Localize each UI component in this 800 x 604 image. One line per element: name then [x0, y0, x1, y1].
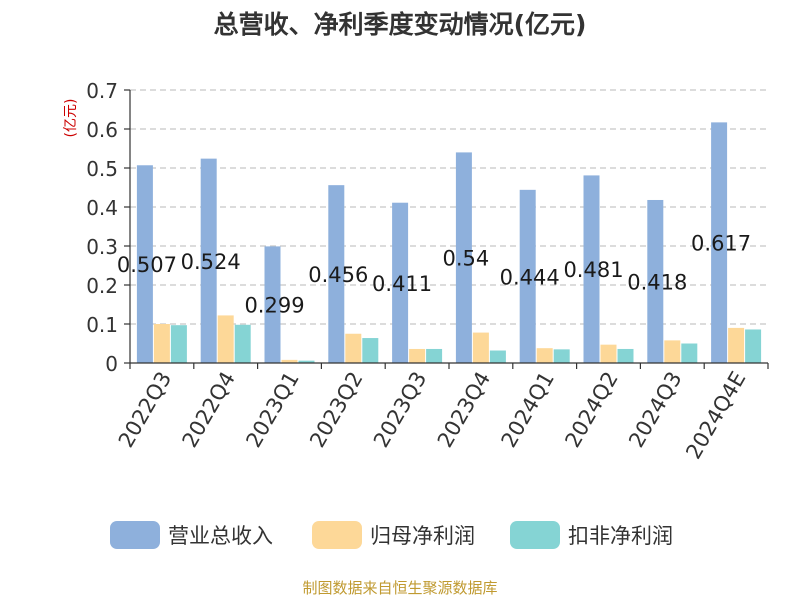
bar-net-profit — [217, 315, 234, 363]
x-tick-label: 2022Q3 — [114, 368, 176, 452]
x-tick-label: 2023Q4 — [433, 368, 495, 452]
bar-deducted-net-profit — [170, 325, 187, 363]
bar-net-profit — [600, 344, 617, 363]
bar-value-label: 0.54 — [443, 247, 490, 271]
bar-revenue — [455, 152, 472, 363]
bar-value-label: 0.507 — [117, 253, 177, 277]
bar-value-label: 0.418 — [627, 270, 687, 294]
bar-revenue — [519, 189, 536, 363]
y-tick-label: 0.2 — [86, 274, 118, 298]
data-source-note: 制图数据来自恒生聚源数据库 — [302, 579, 497, 597]
bar-net-profit — [664, 340, 681, 363]
bar-revenue — [711, 122, 728, 364]
y-tick-label: 0.7 — [86, 79, 118, 103]
y-tick-label: 0.1 — [86, 313, 118, 337]
x-tick-label: 2022Q4 — [178, 368, 240, 452]
x-tick-label: 2024Q4E — [681, 368, 750, 464]
bar-value-label: 0.481 — [563, 258, 623, 282]
bar-net-profit — [409, 348, 426, 363]
bar-value-label: 0.456 — [308, 263, 368, 287]
bar-value-label: 0.444 — [500, 265, 560, 289]
x-tick-label: 2023Q1 — [241, 368, 303, 452]
bar-value-label: 0.617 — [691, 232, 751, 256]
bar-revenue — [647, 199, 664, 363]
legend-label: 营业总收入 — [168, 524, 273, 548]
bar-net-profit — [345, 333, 362, 363]
legend-swatch — [110, 521, 160, 549]
legend-swatch — [510, 521, 560, 549]
y-axis-label: (亿元) — [63, 99, 79, 138]
bar-deducted-net-profit — [234, 324, 251, 363]
bar-revenue — [328, 185, 345, 363]
y-tick-label: 0.6 — [86, 118, 118, 142]
x-tick-label: 2024Q2 — [560, 368, 622, 452]
chart-title: 总营收、净利季度变动情况(亿元) — [214, 10, 587, 39]
bar-revenue — [136, 165, 153, 363]
legend-label: 归母净利润 — [370, 524, 475, 548]
bar-deducted-net-profit — [745, 329, 762, 363]
bar-value-label: 0.299 — [244, 294, 304, 318]
bar-revenue — [583, 175, 600, 363]
bar-deducted-net-profit — [426, 348, 443, 363]
y-tick-label: 0.5 — [86, 157, 118, 181]
x-tick-label: 2023Q2 — [305, 368, 367, 452]
y-tick-label: 0.4 — [86, 196, 118, 220]
bar-net-profit — [281, 359, 298, 363]
x-tick-label: 2023Q3 — [369, 368, 431, 452]
y-tick-label: 0.3 — [86, 235, 118, 259]
bars — [136, 122, 762, 364]
bar-value-label: 0.411 — [372, 272, 432, 296]
bar-deducted-net-profit — [617, 348, 634, 363]
bar-revenue — [264, 246, 281, 363]
x-tick-label: 2024Q3 — [624, 368, 686, 452]
bar-deducted-net-profit — [298, 360, 315, 363]
x-tick-label: 2024Q1 — [497, 368, 559, 452]
legend: 营业总收入 归母净利润 扣非净利润 — [110, 521, 673, 549]
bar-value-label: 0.524 — [181, 250, 241, 274]
bar-revenue — [392, 202, 409, 363]
bar-revenue — [200, 158, 217, 363]
bar-net-profit — [472, 332, 489, 363]
y-tick-label: 0 — [105, 352, 118, 376]
bar-net-profit — [728, 327, 745, 363]
legend-swatch — [312, 521, 362, 549]
bar-net-profit — [536, 348, 553, 363]
bar-deducted-net-profit — [553, 349, 570, 363]
bar-deducted-net-profit — [362, 338, 379, 363]
bar-net-profit — [153, 324, 170, 363]
legend-label: 扣非净利润 — [568, 524, 673, 548]
bar-deducted-net-profit — [681, 343, 698, 363]
bar-deducted-net-profit — [489, 350, 506, 363]
